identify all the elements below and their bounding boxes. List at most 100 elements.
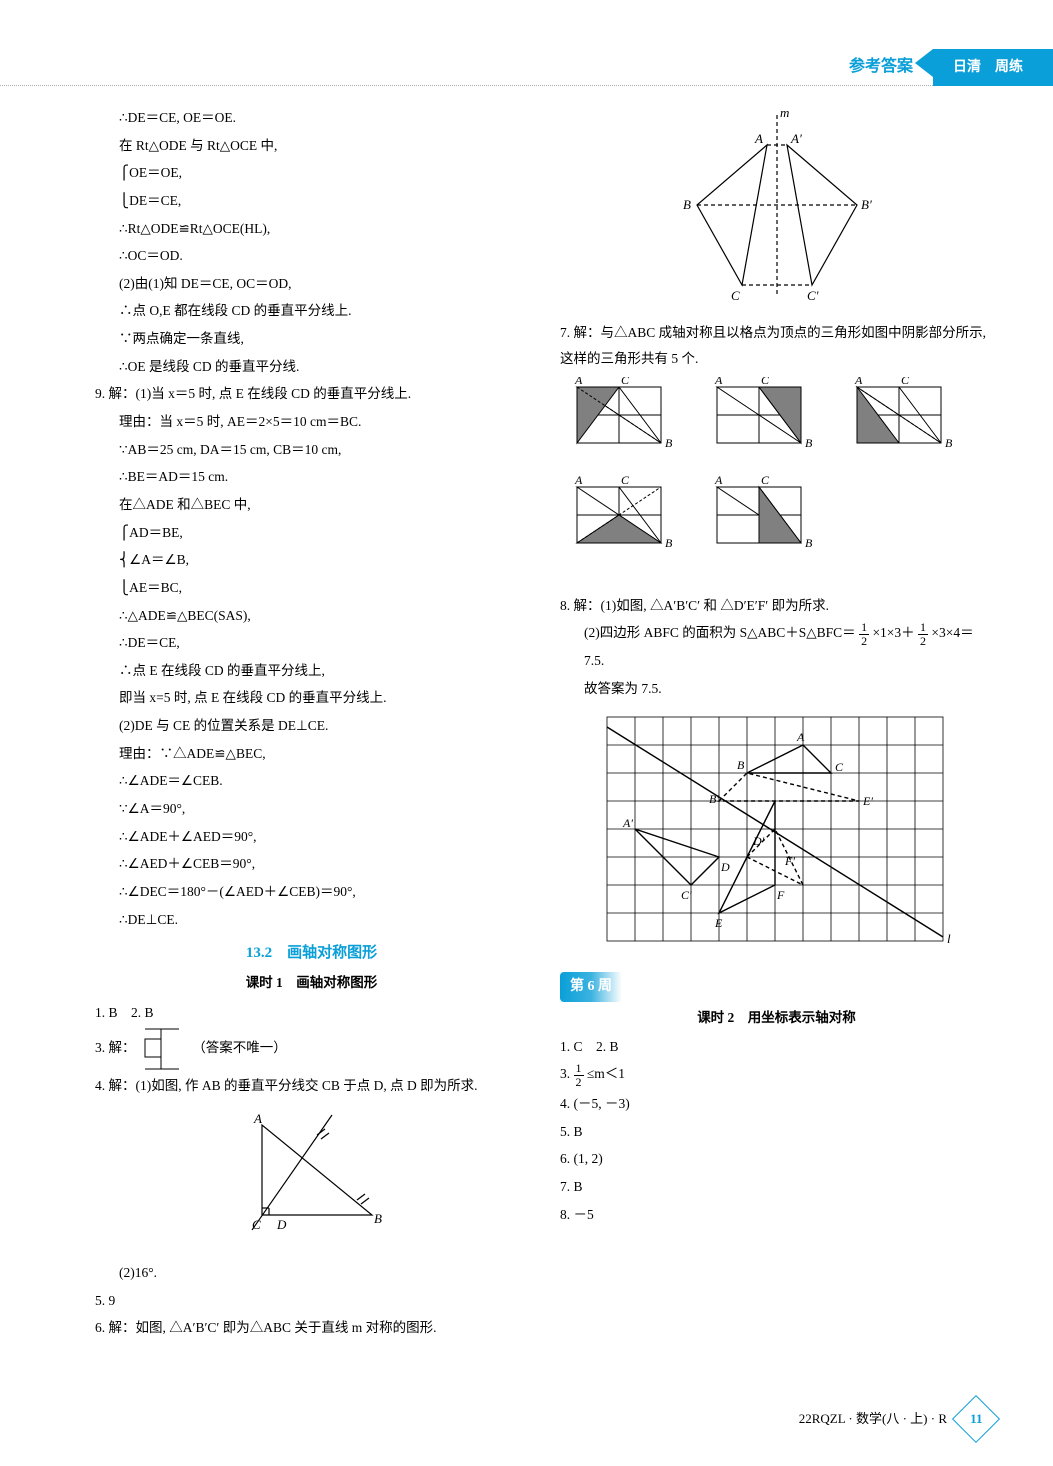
sol-line: (2)由(1)知 DE＝CE, OC＝OD, <box>95 271 528 297</box>
footer-code: 22RQZL · 数学(八 · 上) · R <box>799 1407 947 1430</box>
svg-text:B: B <box>805 436 813 450</box>
svg-text:A: A <box>574 377 583 387</box>
svg-text:B: B <box>737 758 745 772</box>
label-B: B <box>683 197 691 212</box>
svg-text:E′: E′ <box>862 794 873 808</box>
sol-line: ∵∠A＝90°, <box>95 796 528 822</box>
sol-line: ∴BE＝AD＝15 cm. <box>95 464 528 490</box>
answer-3: 3. 解： （答案不唯一） <box>95 1027 528 1071</box>
svg-text:C: C <box>621 377 630 387</box>
svg-text:C′: C′ <box>681 888 692 902</box>
answer-line: 6. (1, 2) <box>560 1146 993 1172</box>
q3-sketch-icon <box>139 1027 189 1071</box>
a3-expr: ≤m＜1 <box>587 1066 625 1081</box>
sol-line: ∴∠DEC＝180°－(∠AED＋∠CEB)＝90°, <box>95 879 528 905</box>
sol-line: ⎨∠A＝∠B, <box>95 547 528 573</box>
svg-text:F′: F′ <box>784 854 795 868</box>
diagram-q8: A B C A′ B′ E′ D F C′ E D′ F′ l <box>560 707 993 966</box>
sol-line: 在△ADE 和△BEC 中, <box>95 492 528 518</box>
page-number: 11 <box>970 1407 982 1430</box>
sol-line: 理由：当 x＝5 时, AE＝2×5＝10 cm＝BC. <box>95 409 528 435</box>
sol-line: ∴∠ADE＋∠AED＝90°, <box>95 824 528 850</box>
sol-line: ∵AB＝25 cm, DA＝15 cm, CB＝10 cm, <box>95 437 528 463</box>
svg-text:A: A <box>714 377 723 387</box>
diagram-q7: A C B A C B A C B <box>560 377 993 586</box>
sol-line: ⎩AE＝BC, <box>95 575 528 601</box>
q9-intro: 9. 解：(1)当 x＝5 时, 点 E 在线段 CD 的垂直平分线上. <box>95 381 528 407</box>
sol-line: ∴DE＝CE, OE＝OE. <box>95 105 528 131</box>
svg-text:A: A <box>796 730 805 744</box>
sol-line: (2)DE 与 CE 的位置关系是 DE⊥CE. <box>95 713 528 739</box>
svg-text:F: F <box>776 888 785 902</box>
answer-4-intro: 4. 解：(1)如图, 作 AB 的垂直平分线交 CB 于点 D, 点 D 即为… <box>95 1073 528 1099</box>
content-area: ∴DE＝CE, OE＝OE. 在 Rt△ODE 与 Rt△OCE 中, ⎧OE＝… <box>95 105 993 1386</box>
page-footer: 22RQZL · 数学(八 · 上) · R 11 <box>799 1402 993 1436</box>
label-m: m <box>780 105 789 120</box>
header-band: 日清 周练 <box>933 49 1053 86</box>
diagram-q6: m A A′ B B′ C C′ <box>560 105 993 314</box>
svg-text:A′: A′ <box>622 816 633 830</box>
sol-line: ∵两点确定一条直线, <box>95 326 528 352</box>
label-Bp: B′ <box>861 197 872 212</box>
svg-text:C: C <box>761 377 770 387</box>
week-6-banner: 第 6 周 <box>560 972 993 1005</box>
sol-line: ∴点 O,E 都在线段 CD 的垂直平分线上. <box>95 298 528 324</box>
answer-line: 8. －5 <box>560 1202 993 1228</box>
svg-text:B: B <box>665 436 673 450</box>
svg-text:C: C <box>901 377 910 387</box>
week-6-label: 第 6 周 <box>560 972 622 1001</box>
sol-line: ⎩DE＝CE, <box>95 188 528 214</box>
sol-line: ∴Rt△ODE≌Rt△OCE(HL), <box>95 216 528 242</box>
label-D: D <box>276 1217 287 1232</box>
diagram-q4: A C D B <box>95 1105 528 1254</box>
sol-line: ∴DE⊥CE. <box>95 907 528 933</box>
svg-text:E: E <box>714 916 723 930</box>
answer-line: 1. C 2. B <box>560 1034 993 1060</box>
svg-text:B: B <box>945 436 953 450</box>
label-Cp: C′ <box>807 288 819 303</box>
svg-text:A: A <box>714 473 723 487</box>
answer-line: 7. B <box>560 1174 993 1200</box>
svg-text:D′: D′ <box>752 834 765 848</box>
answer-7-intro: 7. 解：与△ABC 成轴对称且以格点为顶点的三角形如图中阴影部分所示, 这样的… <box>560 320 993 371</box>
answer-5: 5. 9 <box>95 1288 528 1314</box>
sol-line: ∴∠ADE＝∠CEB. <box>95 768 528 794</box>
section-13-2: 13.2 画轴对称图形 <box>95 940 528 967</box>
sol-line: 理由：∵△ADE≌△BEC, <box>95 741 528 767</box>
sol-line: ∴OC＝OD. <box>95 243 528 269</box>
label-A: A <box>253 1111 262 1126</box>
sol-line: ∴DE＝CE, <box>95 630 528 656</box>
svg-text:C: C <box>621 473 630 487</box>
sol-line: 在 Rt△ODE 与 Rt△OCE 中, <box>95 133 528 159</box>
answer-4-part2: (2)16°. <box>95 1260 528 1286</box>
header-title: 参考答案 <box>849 53 913 82</box>
answer-8-final: 故答案为 7.5. <box>560 676 993 702</box>
sol-line: ∴点 E 在线段 CD 的垂直平分线上, <box>95 658 528 684</box>
svg-text:A: A <box>574 473 583 487</box>
label-C: C <box>731 288 740 303</box>
svg-text:B′: B′ <box>709 792 719 806</box>
label-A: A <box>754 131 763 146</box>
sol-line: 即当 x=5 时, 点 E 在线段 CD 的垂直平分线上. <box>95 685 528 711</box>
sol-line: ∴∠AED＋∠CEB＝90°, <box>95 851 528 877</box>
label-C: C <box>252 1217 261 1232</box>
label-B: B <box>374 1211 382 1226</box>
answer-line: 5. B <box>560 1119 993 1145</box>
sol-line: ∴△ADE≌△BEC(SAS), <box>95 603 528 629</box>
page-number-badge: 11 <box>952 1395 1000 1443</box>
svg-text:C: C <box>761 473 770 487</box>
answer-6-intro: 6. 解：如图, △A′B′C′ 即为△ABC 关于直线 m 对称的图形. <box>95 1315 528 1341</box>
sol-line: ∴OE 是线段 CD 的垂直平分线. <box>95 354 528 380</box>
sol-line: ⎧OE＝OE, <box>95 160 528 186</box>
answer-8-area: (2)四边形 ABFC 的面积为 S△ABC＋S△BFC＝ 12 ×1×3＋ 1… <box>560 620 993 673</box>
label-Ap: A′ <box>790 131 802 146</box>
svg-text:B: B <box>665 536 673 550</box>
answer-1-2: 1. B 2. B <box>95 1000 528 1026</box>
page-header: 参考答案 日清 周练 <box>0 50 1053 86</box>
a8-prefix: (2)四边形 ABFC 的面积为 S△ABC＋S△BFC＝ <box>584 625 856 640</box>
lesson-2-title: 课时 2 用坐标表示轴对称 <box>560 1006 993 1030</box>
svg-text:D: D <box>720 860 730 874</box>
svg-text:l: l <box>947 931 951 946</box>
answer-8-intro: 8. 解：(1)如图, △A′B′C′ 和 △D′E′F′ 即为所求. <box>560 593 993 619</box>
answer-line: 4. (－5, －3) <box>560 1091 993 1117</box>
